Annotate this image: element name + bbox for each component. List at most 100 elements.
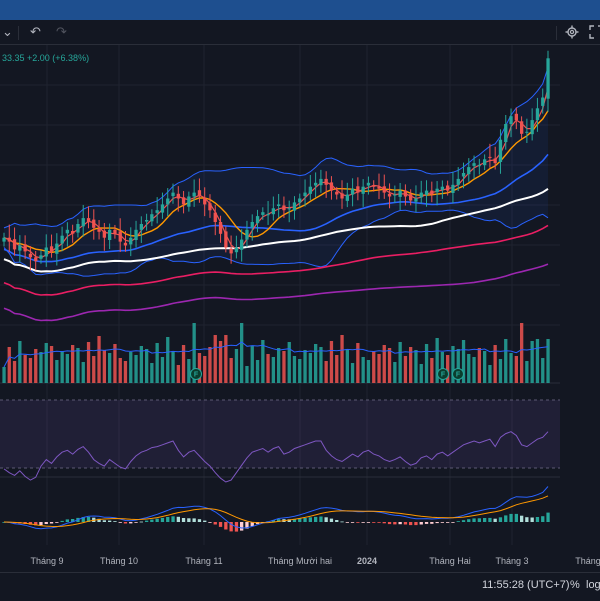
candle-body [271,208,275,215]
volume-bar [181,345,186,383]
volume-bar [414,350,418,383]
time-axis[interactable]: Tháng 9 Tháng 10 Tháng 11 Tháng Mười hai 202… [30,556,600,566]
candle-body [287,208,291,210]
volume-bar [134,355,138,383]
undo-icon[interactable]: ↶ [30,24,41,39]
volume-bar [245,366,249,383]
chevron-down-icon[interactable]: ⌄ [2,24,13,39]
x-tick-label: Tháng 10 [100,556,138,566]
fullscreen-icon[interactable] [589,25,600,39]
candle-body [166,198,170,205]
percent-toggle[interactable]: % [570,579,580,591]
volume-bar [213,335,217,383]
volume-bar [424,344,429,383]
candle-body [504,124,508,142]
candle-body [34,257,38,262]
financial-marker[interactable]: F [437,368,449,380]
macd-histogram-bar [187,518,191,522]
volume-bar [23,355,27,383]
candle-body [261,212,265,215]
volume-bar [377,354,381,383]
macd-histogram-bar [329,518,334,522]
volume-bar [65,354,69,383]
candle-body [424,190,429,195]
macd-histogram-bar [213,522,217,525]
candle-body [308,186,312,194]
volume-bar [366,360,371,383]
macd-signal-line [3,495,549,528]
ma-orange-line [3,110,549,254]
price-chart[interactable]: 33.35 +2.00 (+6.38%) F F F [0,45,600,573]
log-toggle[interactable]: log [586,579,600,591]
macd-histogram-bar [145,520,149,522]
volume-bar [535,339,540,383]
volume-bar [81,362,85,383]
volume-bar [356,343,360,383]
macd-histogram-bar [377,522,381,523]
candle-body [387,193,392,197]
macd-histogram-bar [535,517,540,522]
candle-body [393,194,397,196]
volume-bar [118,358,122,383]
macd-histogram-bar [419,522,423,525]
bollinger-lower-line [3,209,549,277]
volume-bar [102,350,106,383]
macd-histogram-bar [488,517,492,522]
financial-marker[interactable]: F [190,368,202,380]
macd-histogram-bar [446,522,450,523]
candle-body [60,235,64,244]
candle-body [255,216,260,224]
macd-histogram-bar [356,522,360,523]
candle-body [546,58,550,99]
redo-icon[interactable]: ↷ [56,24,67,39]
candle-body [493,158,497,164]
macd-histogram-bar [86,516,91,522]
volume-bar [97,336,101,383]
candle-body [176,193,180,199]
candle-body [23,244,27,252]
candle-body [282,205,286,211]
volume-bar [382,345,386,383]
volume-bar [208,347,212,383]
volume-bar [329,341,334,383]
gear-icon[interactable] [565,25,579,39]
candle-body [108,229,112,240]
macd-histogram-bar [440,522,444,523]
volume-bar [504,339,508,383]
macd-histogram-bar [113,521,117,522]
macd-histogram-bar [160,517,165,522]
volume-bar [166,337,170,383]
volume-bar [266,354,270,383]
financial-marker[interactable]: F [452,368,464,380]
candle-body [2,237,6,242]
macd-histogram-bar [277,519,281,522]
volume-bar [483,351,487,383]
macd-histogram-bar [430,522,434,524]
macd-histogram-bar [467,519,471,522]
volume-bar [435,338,439,383]
candle-body [477,165,481,167]
candle-body [372,185,376,187]
candle-body [92,219,96,228]
macd-histogram-bar [134,522,138,523]
volume-bar [176,365,180,383]
macd-histogram-bar [319,516,323,522]
macd-histogram-bar [308,517,312,522]
volume-bar [218,341,223,383]
candle-body [446,185,450,191]
candle-body [303,192,307,197]
financial-markers: F F F [190,368,464,380]
macd-histogram-bar [150,519,154,522]
volume-bar [461,340,466,383]
macd-histogram-bar [387,522,392,525]
candle-body [356,186,360,193]
candle-body [55,243,59,254]
candle-body [224,231,228,248]
volume-bar [92,356,96,383]
bollinger-bands [3,67,549,277]
volume-bar [292,356,297,383]
volume-ma-line [3,341,549,368]
candle-body [277,204,281,206]
volume-series [2,323,550,383]
volume-bar [430,358,434,383]
